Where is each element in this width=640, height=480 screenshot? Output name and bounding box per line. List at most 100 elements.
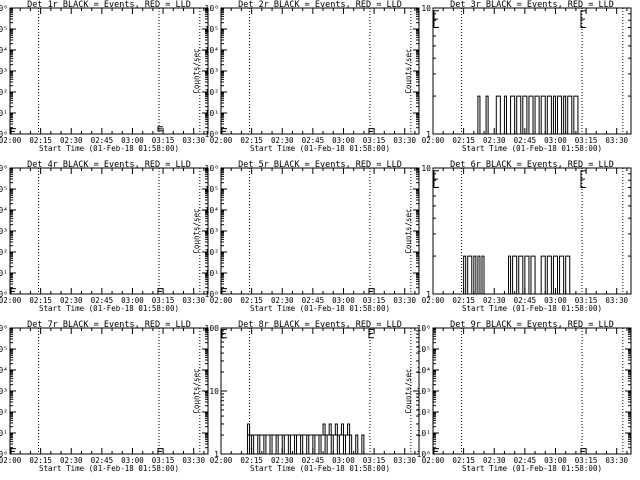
x-tick-label: 02:15 [452,456,475,465]
x-axis-label: Start Time (01-Feb-18 01:58:00) [462,144,602,153]
event-burst [508,255,512,294]
event-burst [503,95,507,134]
x-tick-label: 03:15 [363,136,386,145]
x-tick-label: 03:30 [393,296,416,305]
y-axis-label: Counts/sec [404,48,413,93]
event-burst [340,423,344,436]
x-tick-label: 03:00 [544,456,567,465]
y-tick-label: 10⁴ [205,206,219,215]
y-tick-label: 10⁰ [0,130,8,139]
event-burst [516,95,522,134]
event-burst [567,95,573,134]
y-tick-label: 10⁰ [205,290,219,299]
y-tick-label: 10³ [0,387,8,396]
e-marker [221,328,227,339]
y-tick-label: 10⁶ [205,164,219,173]
y-tick-label: 10⁶ [417,324,431,333]
panel-title: Det 4r BLACK = Events, RED = LLD [27,160,191,170]
e-marker [10,448,16,455]
event-burst [330,434,334,454]
y-tick-label: 10⁵ [0,185,8,194]
y-tick-label: 10² [205,248,219,257]
panel-title: Det 7r BLACK = Events, RED = LLD [27,320,191,330]
y-tick-label: 10³ [205,227,219,236]
event-burst [328,423,332,436]
x-tick-label: 02:45 [302,296,325,305]
panel-det-1: Det 1r BLACK = Events, RED = LLD 10⁰ 10¹ 10… [0,0,209,153]
x-tick-label: 03:00 [121,136,144,145]
plot-frame [220,167,420,295]
event-burst [342,434,347,454]
plot-frame [9,7,209,135]
e-marker [368,128,374,135]
x-axis-label: Start Time (01-Feb-18 01:58:00) [250,464,390,473]
x-tick-label: 02:30 [271,456,294,465]
y-tick-label: 10³ [0,67,8,76]
x-tick-label: 02:15 [240,136,263,145]
x-tick-label: 03:30 [182,296,205,305]
plot-frame [432,167,632,295]
x-tick-label: 02:30 [483,456,506,465]
x-tick-label: 03:00 [332,296,355,305]
y-tick-label: 10⁴ [0,366,8,375]
event-burst [463,255,467,294]
panel-det-3: Det 3r BLACK = Events, RED = LLD 1 10 Count… [404,0,632,153]
x-tick-label: 02:15 [240,296,263,305]
e-marker [157,288,163,295]
y-tick-label: 10³ [0,227,8,236]
x-tick-label: 02:30 [271,296,294,305]
event-burst [512,255,518,294]
e-marker [368,288,374,295]
event-burst [275,434,279,454]
x-tick-label: 03:30 [605,296,628,305]
x-tick-label: 02:30 [60,296,83,305]
event-burst [540,255,546,294]
y-tick-label: 10⁵ [205,25,219,34]
y-tick-label: 10⁵ [417,345,431,354]
event-burst [546,255,552,294]
x-tick-label: 03:15 [363,296,386,305]
event-burst [334,423,338,436]
y-tick-label: 10¹ [417,429,431,438]
event-burst [540,95,546,134]
event-burst [467,255,473,294]
x-tick-label: 02:00 [0,456,22,465]
x-tick-label: 02:30 [483,136,506,145]
x-tick-label: 02:00 [422,136,445,145]
panel-det-4: Det 4r BLACK = Events, RED = LLD 10⁰ 10¹ 10… [0,160,209,313]
event-burst [495,95,501,134]
event-burst [322,423,326,436]
x-tick-label: 02:45 [91,136,114,145]
x-tick-label: 03:00 [544,136,567,145]
event-burst [552,95,556,134]
x-tick-label: 03:30 [182,136,205,145]
x-tick-label: 02:45 [302,136,325,145]
e-marker [221,128,227,135]
x-axis-label: Start Time (01-Feb-18 01:58:00) [39,304,179,313]
e-marker [580,448,586,455]
e-marker [10,288,16,295]
x-axis-label: Start Time (01-Feb-18 01:58:00) [39,144,179,153]
x-tick-label: 02:15 [452,296,475,305]
y-tick-label: 10⁶ [205,4,219,13]
event-burst [477,255,481,294]
plot-frame [432,327,632,455]
x-tick-label: 02:45 [514,456,537,465]
x-tick-label: 02:15 [452,136,475,145]
y-tick-label: 10 [209,387,219,396]
event-burst [300,434,304,454]
y-axis-label: Counts/sec [404,368,413,413]
panel-det-6: Det 6r BLACK = Events, RED = LLD 1 10 Count… [404,160,632,313]
y-tick-label: 10² [205,88,219,97]
x-tick-label: 02:45 [514,296,537,305]
x-axis-label: Start Time (01-Feb-18 01:58:00) [250,144,390,153]
x-tick-label: 03:15 [152,296,175,305]
e-marker [433,448,439,455]
x-tick-label: 02:30 [60,456,83,465]
event-burst [269,434,273,454]
e-marker [157,126,163,132]
y-tick-label: 10⁴ [0,46,8,55]
event-burst [318,434,322,454]
x-tick-label: 02:15 [29,456,52,465]
x-tick-label: 03:30 [393,136,416,145]
